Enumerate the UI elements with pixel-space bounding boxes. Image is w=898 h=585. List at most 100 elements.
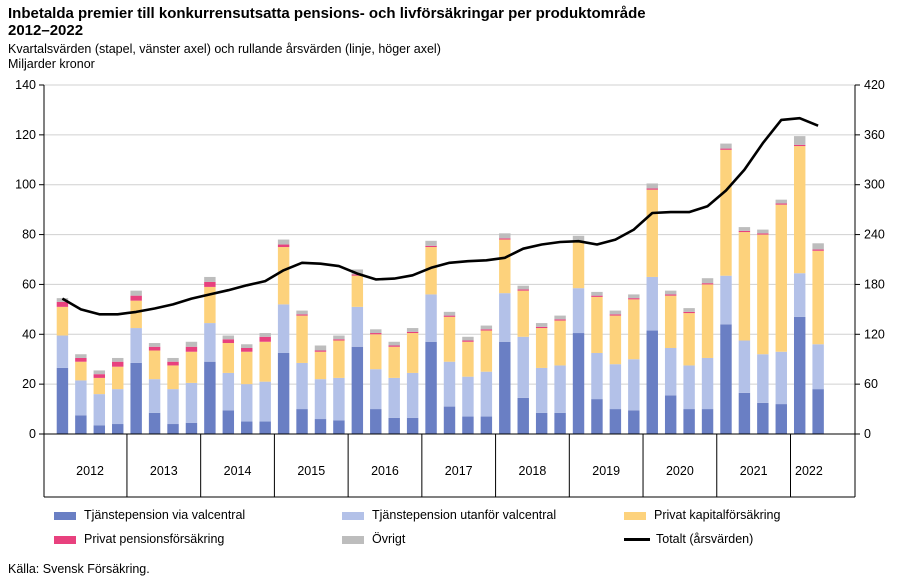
- bar-segment: [75, 354, 87, 358]
- bar-segment: [812, 249, 824, 251]
- bar-stack: [351, 269, 364, 434]
- bar-stack: [112, 357, 124, 434]
- bar-segment: [554, 319, 566, 321]
- bar-segment: [572, 235, 585, 241]
- bar-stack: [259, 333, 271, 434]
- bar-stack: [775, 199, 787, 434]
- bar-segment: [628, 299, 640, 360]
- bar-segment: [351, 274, 364, 276]
- bar-segment: [425, 245, 437, 248]
- bar-segment: [56, 306, 69, 336]
- gridlines: [44, 84, 855, 385]
- bar-segment: [222, 339, 235, 344]
- bar-segment: [388, 417, 400, 434]
- legend-swatch-ovrigt: [342, 535, 364, 544]
- bar-segment: [646, 183, 658, 189]
- bar-segment: [222, 372, 235, 411]
- bar-stack: [646, 183, 658, 434]
- bar-stack: [535, 323, 548, 434]
- bar-segment: [93, 425, 106, 434]
- bar-segment: [646, 188, 658, 190]
- bar-segment: [480, 371, 493, 417]
- bar-segment: [462, 340, 474, 342]
- bar-stack: [480, 325, 493, 434]
- bar-stack: [388, 341, 400, 434]
- bar-segment: [480, 330, 493, 372]
- bar-stack: [664, 290, 677, 434]
- bar-segment: [499, 238, 511, 240]
- bar-segment: [517, 397, 529, 434]
- bar-segment: [701, 284, 714, 358]
- bar-segment: [277, 352, 290, 434]
- source-note: Källa: Svensk Försäkring.: [8, 562, 150, 576]
- legend-label: Privat pensionsförsäkring: [84, 532, 225, 546]
- bar-segment: [112, 424, 124, 434]
- bar-segment: [204, 281, 216, 287]
- year-label: 2012: [76, 464, 104, 478]
- bar-segment: [554, 315, 566, 320]
- bar-segment: [259, 336, 271, 342]
- bar-stack: [701, 278, 714, 434]
- left-axis-tick-label: 80: [22, 228, 36, 242]
- bar-segment: [277, 304, 290, 353]
- bar-segment: [683, 409, 695, 434]
- left-axis-tick-label: 60: [22, 277, 36, 291]
- bar-segment: [93, 370, 106, 375]
- bar-segment: [259, 381, 271, 422]
- legend-swatch-valcentral: [54, 511, 76, 520]
- bar-segment: [75, 357, 87, 362]
- bar-segment: [112, 357, 124, 362]
- year-label: 2021: [740, 464, 768, 478]
- bar-segment: [664, 347, 677, 396]
- bar-segment: [351, 306, 364, 347]
- bar-segment: [609, 364, 622, 410]
- bar-segment: [314, 350, 327, 352]
- bar-segment: [812, 344, 824, 390]
- bar-segment: [148, 412, 161, 434]
- bar-segment: [130, 300, 142, 329]
- legend-swatch-privat-pension: [54, 535, 76, 544]
- bar-segment: [646, 189, 658, 277]
- bar-segment: [480, 329, 493, 331]
- bar-segment: [185, 346, 198, 352]
- bar-segment: [591, 296, 603, 353]
- bar-stack: [185, 341, 198, 434]
- legend-item-totalt: Totalt (årsvärden): [624, 532, 753, 546]
- bar-segment: [480, 325, 493, 330]
- bar-segment: [683, 311, 695, 314]
- right-axis-tick-label: 0: [864, 427, 871, 441]
- bar-segment: [370, 329, 382, 334]
- right-axis-tick-label: 240: [864, 228, 885, 242]
- bar-segment: [112, 366, 124, 390]
- bar-segment: [130, 290, 142, 296]
- bar-segment: [664, 295, 677, 348]
- bar-segment: [277, 247, 290, 305]
- bar-segment: [480, 416, 493, 434]
- bar-segment: [370, 333, 382, 335]
- bar-segment: [75, 361, 87, 381]
- bar-stack: [793, 136, 806, 434]
- bar-stack: [628, 294, 640, 434]
- bar-segment: [812, 243, 824, 250]
- legend-label: Totalt (årsvärden): [656, 532, 754, 546]
- bar-segment: [683, 308, 695, 312]
- bar-segment: [462, 376, 474, 417]
- right-axis-tick-label: 420: [864, 78, 885, 92]
- bar-segment: [296, 362, 308, 410]
- bar-stack: [241, 344, 253, 434]
- bar-segment: [609, 314, 622, 316]
- bar-stacks: [56, 136, 824, 434]
- bar-segment: [406, 333, 419, 373]
- bar-stack: [222, 335, 235, 434]
- bar-segment: [277, 244, 290, 248]
- bar-segment: [241, 351, 253, 385]
- bar-segment: [241, 347, 253, 352]
- legend-item-utanfor: Tjänstepension utanför valcentral: [342, 508, 556, 522]
- bar-stack: [148, 343, 161, 434]
- bar-segment: [517, 285, 529, 290]
- bar-segment: [701, 357, 714, 410]
- year-label: 2019: [592, 464, 620, 478]
- bar-stack: [93, 370, 106, 434]
- left-axis-tick-label: 0: [29, 427, 36, 441]
- bar-segment: [701, 283, 714, 285]
